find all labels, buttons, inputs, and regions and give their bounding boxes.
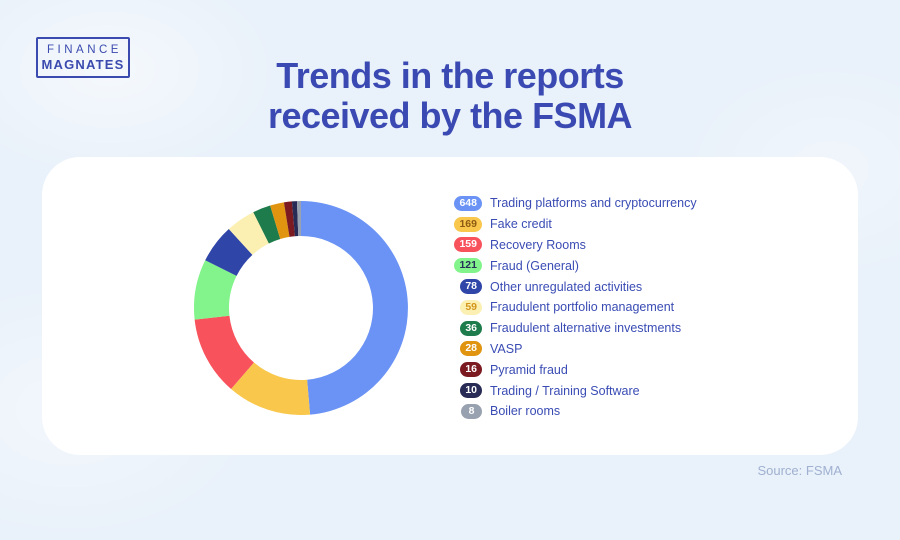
legend-label: Pyramid fraud (490, 362, 568, 377)
legend-badge-column: 8 (445, 403, 482, 419)
legend-value-badge: 159 (454, 237, 482, 253)
legend-value-badge: 169 (454, 216, 482, 232)
legend-value-badge: 78 (460, 279, 482, 295)
legend-label: VASP (490, 341, 523, 356)
donut-slice-4 (205, 229, 253, 276)
source-attribution: Source: FSMA (757, 463, 842, 478)
legend-row: 8 Boiler rooms (445, 401, 697, 422)
legend-row: 648 Trading platforms and cryptocurrency (445, 193, 697, 214)
legend: 648 Trading platforms and cryptocurrency 1… (445, 193, 697, 422)
page-title-line1: Trends in the reports (276, 55, 624, 96)
chart-card: 648 Trading platforms and cryptocurrency 1… (42, 157, 858, 455)
legend-row: 36 Fraudulent alternative investments (445, 318, 697, 339)
donut-slice-2 (194, 315, 254, 389)
legend-badge-column: 121 (445, 258, 482, 274)
legend-value-badge: 16 (460, 362, 482, 378)
legend-badge-column: 648 (445, 195, 482, 211)
finance-magnates-logo: FINANCE MAGNATES (36, 37, 130, 78)
donut-slice-6 (253, 205, 281, 244)
legend-label: Fraudulent portfolio management (490, 300, 675, 315)
legend-row: 169 Fake credit (445, 214, 697, 235)
legend-row: 121 Fraud (General) (445, 255, 697, 276)
donut-slice-0 (301, 201, 408, 415)
legend-badge-column: 169 (445, 216, 482, 232)
legend-label: Trading / Training Software (490, 383, 640, 398)
page-title: Trends in the reports received by the FS… (0, 56, 900, 136)
donut-slice-10 (296, 201, 301, 237)
legend-badge-column: 159 (445, 237, 482, 253)
donut-slice-3 (194, 260, 237, 320)
legend-row: 16 Pyramid fraud (445, 359, 697, 380)
legend-value-badge: 8 (461, 403, 482, 419)
donut-slice-1 (231, 362, 311, 415)
legend-value-badge: 648 (454, 195, 482, 211)
legend-badge-column: 36 (445, 320, 482, 336)
legend-badge-column: 59 (445, 299, 482, 315)
legend-label: Fake credit (490, 217, 552, 232)
legend-badge-column: 78 (445, 279, 482, 295)
legend-row: 59 Fraudulent portfolio management (445, 297, 697, 318)
legend-label: Fraudulent alternative investments (490, 321, 682, 336)
donut-slice-7 (270, 202, 290, 240)
donut-slice-5 (228, 212, 269, 255)
legend-badge-column: 16 (445, 362, 482, 378)
legend-value-badge: 28 (460, 341, 482, 357)
legend-value-badge: 59 (460, 299, 482, 315)
legend-badge-column: 28 (445, 341, 482, 357)
legend-label: Recovery Rooms (490, 237, 586, 252)
logo-word-finance: FINANCE (47, 43, 122, 56)
page-title-line2: received by the FSMA (267, 95, 633, 136)
legend-label: Fraud (General) (490, 258, 579, 273)
legend-value-badge: 10 (460, 383, 482, 399)
legend-label: Other unregulated activities (490, 279, 643, 294)
donut-slice-8 (283, 201, 295, 237)
legend-row: 28 VASP (445, 339, 697, 360)
logo-word-magnates: MAGNATES (41, 56, 125, 72)
legend-label: Trading platforms and cryptocurrency (490, 196, 697, 211)
legend-value-badge: 121 (454, 258, 482, 274)
donut-chart (194, 201, 408, 415)
legend-row: 10 Trading / Training Software (445, 380, 697, 401)
legend-row: 78 Other unregulated activities (445, 276, 697, 297)
legend-badge-column: 10 (445, 383, 482, 399)
legend-value-badge: 36 (460, 320, 482, 336)
donut-chart-svg (194, 201, 408, 415)
donut-slice-9 (291, 201, 299, 237)
legend-label: Boiler rooms (490, 404, 561, 419)
legend-row: 159 Recovery Rooms (445, 235, 697, 256)
